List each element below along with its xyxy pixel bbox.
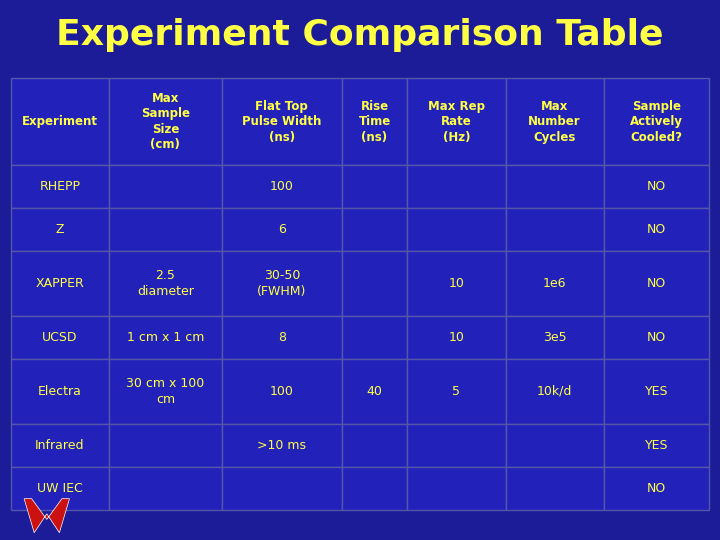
- Text: 1 cm x 1 cm: 1 cm x 1 cm: [127, 331, 204, 344]
- Bar: [603, 316, 709, 359]
- Text: 30-50
(FWHM): 30-50 (FWHM): [257, 269, 307, 298]
- Polygon shape: [24, 499, 69, 532]
- Bar: [505, 78, 603, 165]
- Bar: [408, 78, 505, 165]
- Bar: [109, 165, 222, 208]
- Text: UW IEC: UW IEC: [37, 482, 83, 495]
- Bar: [222, 165, 342, 208]
- Bar: [109, 78, 222, 165]
- Bar: [408, 467, 505, 510]
- Text: 10: 10: [449, 331, 464, 344]
- Bar: [109, 251, 222, 316]
- Bar: [109, 467, 222, 510]
- Text: 30 cm x 100
cm: 30 cm x 100 cm: [126, 377, 204, 406]
- Bar: [408, 359, 505, 424]
- Text: Infrared: Infrared: [35, 439, 85, 452]
- Text: 10: 10: [449, 277, 464, 290]
- Bar: [505, 251, 603, 316]
- Bar: [342, 316, 408, 359]
- Bar: [505, 467, 603, 510]
- Bar: [109, 424, 222, 467]
- Text: XAPPER: XAPPER: [35, 277, 84, 290]
- Bar: [505, 208, 603, 251]
- Text: NO: NO: [647, 180, 666, 193]
- Bar: [109, 208, 222, 251]
- Bar: [408, 208, 505, 251]
- Bar: [222, 316, 342, 359]
- Text: >10 ms: >10 ms: [257, 439, 306, 452]
- Bar: [342, 208, 408, 251]
- Bar: [505, 424, 603, 467]
- Text: 100: 100: [270, 385, 294, 398]
- Bar: [11, 424, 109, 467]
- Bar: [222, 208, 342, 251]
- Text: Max
Sample
Size
(cm): Max Sample Size (cm): [141, 92, 190, 151]
- Bar: [603, 208, 709, 251]
- Bar: [11, 78, 109, 165]
- Bar: [408, 316, 505, 359]
- Bar: [603, 424, 709, 467]
- Text: YES: YES: [644, 385, 668, 398]
- Bar: [603, 251, 709, 316]
- Bar: [603, 467, 709, 510]
- Bar: [11, 251, 109, 316]
- Bar: [222, 359, 342, 424]
- Text: YES: YES: [644, 439, 668, 452]
- Text: 8: 8: [278, 331, 286, 344]
- Text: 3e5: 3e5: [543, 331, 567, 344]
- Bar: [408, 251, 505, 316]
- Bar: [408, 424, 505, 467]
- Bar: [222, 251, 342, 316]
- Text: 10k/d: 10k/d: [537, 385, 572, 398]
- Text: NO: NO: [647, 223, 666, 236]
- Bar: [342, 165, 408, 208]
- Text: 2.5
diameter: 2.5 diameter: [137, 269, 194, 298]
- Text: 100: 100: [270, 180, 294, 193]
- Bar: [603, 78, 709, 165]
- Text: UCSD: UCSD: [42, 331, 78, 344]
- Bar: [109, 316, 222, 359]
- Text: Experiment Comparison Table: Experiment Comparison Table: [56, 18, 664, 52]
- Text: 6: 6: [278, 223, 286, 236]
- Text: Experiment: Experiment: [22, 115, 98, 128]
- Bar: [11, 208, 109, 251]
- Text: Rise
Time
(ns): Rise Time (ns): [359, 99, 391, 144]
- Text: Max Rep
Rate
(Hz): Max Rep Rate (Hz): [428, 99, 485, 144]
- Text: Max
Number
Cycles: Max Number Cycles: [528, 99, 581, 144]
- Bar: [342, 78, 408, 165]
- Text: 1e6: 1e6: [543, 277, 567, 290]
- Text: NO: NO: [647, 482, 666, 495]
- Text: NO: NO: [647, 331, 666, 344]
- Bar: [222, 467, 342, 510]
- Bar: [222, 424, 342, 467]
- Text: RHEPP: RHEPP: [40, 180, 81, 193]
- Bar: [342, 251, 408, 316]
- Text: Z: Z: [55, 223, 64, 236]
- Text: Sample
Actively
Cooled?: Sample Actively Cooled?: [630, 99, 683, 144]
- Bar: [505, 316, 603, 359]
- Bar: [11, 316, 109, 359]
- Bar: [222, 78, 342, 165]
- Bar: [408, 165, 505, 208]
- Bar: [342, 359, 408, 424]
- Bar: [342, 467, 408, 510]
- Text: Electra: Electra: [38, 385, 82, 398]
- Text: 5: 5: [452, 385, 460, 398]
- Bar: [505, 359, 603, 424]
- Bar: [603, 359, 709, 424]
- Bar: [342, 424, 408, 467]
- Text: NO: NO: [647, 277, 666, 290]
- Bar: [109, 359, 222, 424]
- Bar: [603, 165, 709, 208]
- Text: Flat Top
Pulse Width
(ns): Flat Top Pulse Width (ns): [242, 99, 322, 144]
- Bar: [11, 467, 109, 510]
- Bar: [11, 165, 109, 208]
- Bar: [505, 165, 603, 208]
- Text: 40: 40: [366, 385, 382, 398]
- Bar: [11, 359, 109, 424]
